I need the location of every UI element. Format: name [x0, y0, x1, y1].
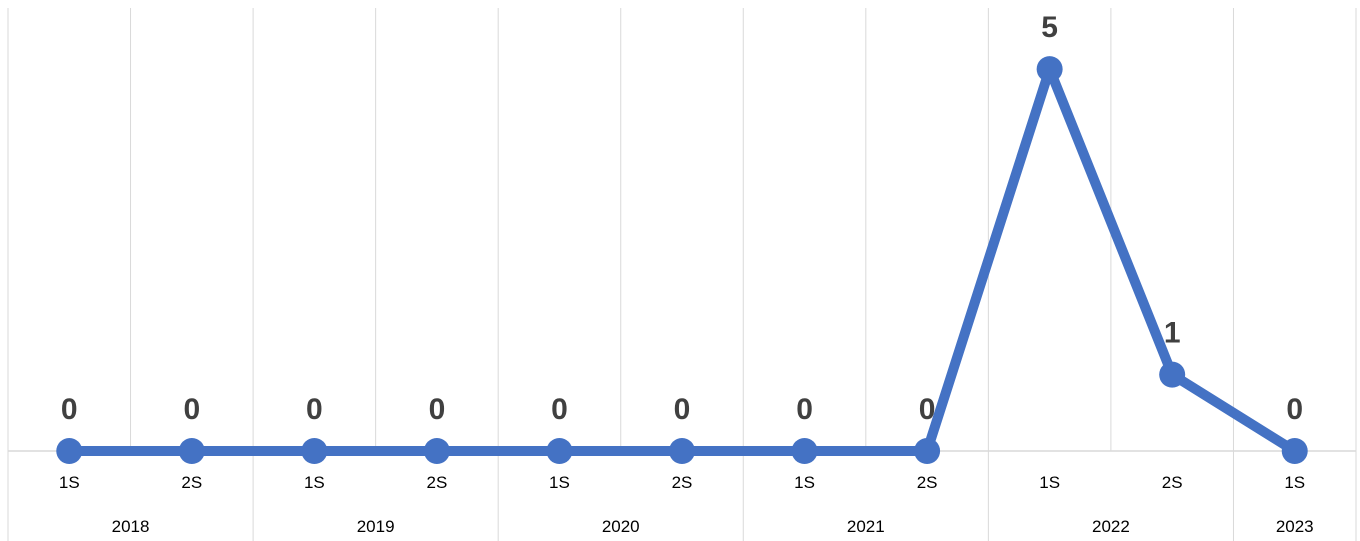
data-label: 0: [551, 393, 568, 426]
group-label: 2021: [847, 517, 885, 536]
group-label: 2019: [357, 517, 395, 536]
data-label: 0: [796, 393, 813, 426]
data-point: [791, 438, 818, 464]
data-label: 5: [1041, 11, 1058, 44]
x-tick-label: 1S: [59, 473, 80, 492]
data-label: 0: [61, 393, 78, 426]
x-tick-labels: 1S 2S 1S 2S 1S 2S 1S 2S 1S 2S 1S: [59, 473, 1305, 492]
group-label: 2022: [1092, 517, 1130, 536]
x-tick-label: 2S: [181, 473, 202, 492]
data-point: [423, 438, 450, 464]
data-label: 0: [674, 393, 691, 426]
group-label: 2020: [602, 517, 640, 536]
x-tick-label: 2S: [427, 473, 448, 492]
data-point: [669, 438, 695, 464]
data-label: 0: [183, 393, 200, 426]
group-label: 2018: [112, 517, 150, 536]
data-label: 0: [429, 393, 446, 426]
data-label: 0: [306, 393, 323, 426]
x-tick-label: 2S: [672, 473, 693, 492]
x-tick-label: 1S: [794, 473, 815, 492]
x-tick-label: 2S: [917, 473, 938, 492]
data-point: [301, 438, 328, 464]
x-tick-label: 1S: [549, 473, 570, 492]
x-tick-label: 1S: [1284, 473, 1305, 492]
data-point: [914, 438, 941, 464]
data-label: 0: [1286, 393, 1303, 426]
grid-lines: [7, 8, 1357, 541]
x-tick-label: 2S: [1162, 473, 1183, 492]
data-label: 0: [919, 393, 936, 426]
data-point: [546, 438, 573, 464]
x-group-labels: 2018 2019 2020 2021 2022 2023: [112, 517, 1314, 536]
group-label: 2023: [1276, 517, 1314, 536]
data-label: 1: [1164, 317, 1181, 350]
data-point: [56, 438, 83, 464]
x-tick-label: 1S: [1039, 473, 1060, 492]
data-points: [56, 56, 1308, 464]
data-point: [1036, 56, 1063, 83]
data-point: [1159, 361, 1186, 388]
data-point: [178, 438, 205, 464]
x-tick-label: 1S: [304, 473, 325, 492]
data-point: [1281, 438, 1308, 464]
